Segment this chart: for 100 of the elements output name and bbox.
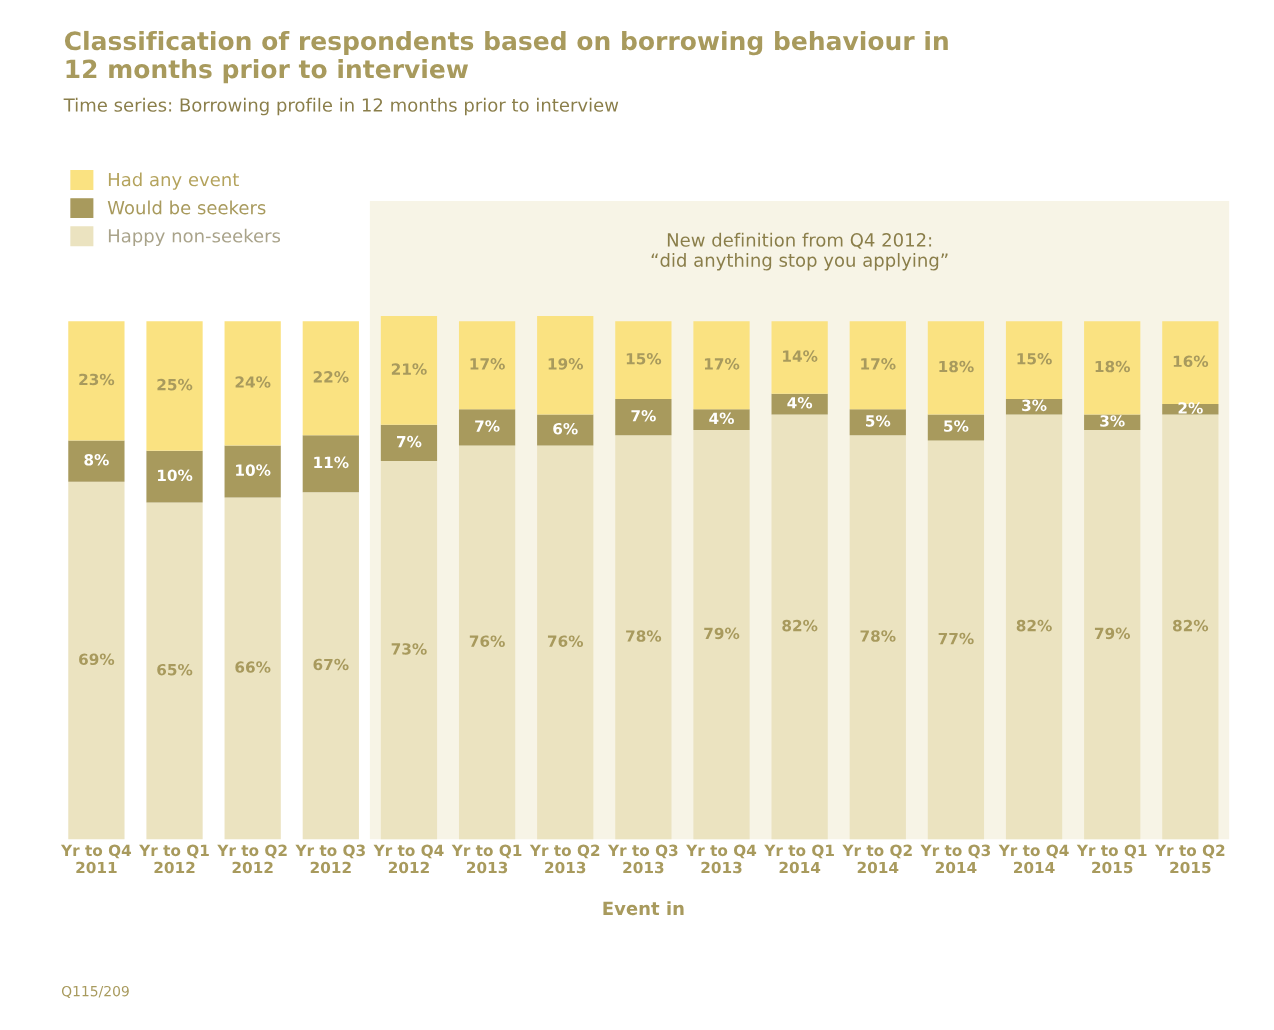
data-label: 19% [548,358,584,370]
data-label: 7% [631,409,656,422]
bar [849,409,906,436]
data-label: 11% [314,456,349,469]
bar [849,321,906,410]
x-tick-label: Yr to Q3 2014 [920,844,991,874]
x-tick-label: Yr to Q2 2014 [842,844,912,874]
data-label: 24% [235,376,271,388]
bar [1162,414,1219,840]
data-label: 6% [553,422,578,435]
data-label: 76% [469,635,505,647]
data-label: 7% [475,420,500,432]
bar [693,321,750,410]
legend-label: Had any event [108,172,239,190]
band-label: New definition from Q4 2012: “did anything stop you applying” [651,232,948,271]
data-label: 17% [470,358,505,370]
bar [537,414,594,446]
bar [380,461,438,840]
bar [380,316,438,425]
legend-label: Would be seekers [107,200,266,215]
data-label: 82% [782,619,818,632]
bar [458,445,516,840]
legend-label: Happy non-seekers [108,228,281,247]
bar [615,435,672,840]
data-label: 77% [938,632,974,645]
bar [1005,321,1063,399]
data-label: 4% [787,396,813,409]
data-label: 14% [783,350,818,362]
x-tick-label: Yr to Q2 2013 [529,844,600,874]
bar [1084,321,1141,415]
x-tick-label: Yr to Q1 2013 [451,844,522,874]
x-tick-label: Yr to Q1 2015 [1076,844,1147,874]
data-label: 15% [626,352,662,365]
x-tick-label: Yr to Q4 2013 [686,844,757,874]
x-axis-title: Event in [603,901,684,916]
bar [146,502,203,840]
bar [302,492,359,840]
bar [615,321,672,399]
x-tick-label: Yr to Q4 2014 [998,844,1069,874]
data-label: 8% [84,454,109,466]
bar [458,409,516,446]
data-label: 79% [1094,627,1130,640]
bar [927,440,985,840]
bar [537,445,594,840]
bar [849,435,906,840]
bar [380,424,438,462]
bar [146,450,203,503]
bar [224,497,281,840]
data-label: 79% [704,627,740,640]
data-label: 18% [939,360,974,373]
x-tick-label: Yr to Q1 2012 [139,844,209,874]
bar [1084,430,1141,840]
data-label: 5% [944,420,969,432]
bar [927,414,985,441]
x-tick-label: Yr to Q4 2012 [373,844,444,874]
bar [68,321,125,441]
x-tick-label: Yr to Q1 2014 [764,844,834,874]
bar [458,321,516,410]
data-label: 67% [313,658,349,671]
data-label: 23% [79,373,115,386]
data-label: 16% [1173,355,1209,368]
bar [927,321,985,415]
bar [1005,414,1063,840]
bar [68,440,125,482]
data-label: 21% [391,363,427,375]
data-label: 10% [157,469,193,482]
data-label: 78% [626,630,662,642]
data-label: 76% [547,635,584,647]
bar [224,321,281,446]
x-tick-label: Yr to Q2 2012 [217,844,287,874]
data-label: 4% [709,412,734,425]
x-tick-label: Yr to Q3 2013 [607,844,678,874]
x-tick-label: Yr to Q4 2011 [60,844,132,874]
data-label: 18% [1095,360,1130,373]
data-label: 5% [866,415,891,427]
bar [537,316,594,415]
data-label: 66% [235,661,271,673]
data-label: 69% [79,653,115,666]
data-label: 65% [157,663,193,676]
bar [771,414,828,840]
chart-title: Classification of respondents based on borrowing behaviour in 12 months prior to interview [64,30,948,84]
x-tick-label: Yr to Q3 2012 [295,844,365,874]
data-label: 73% [391,643,427,655]
data-label: 25% [157,378,193,391]
bar [302,321,359,436]
data-label: 22% [313,371,349,383]
bar [224,445,281,498]
data-label: 3% [1022,399,1047,412]
x-tick-label: Yr to Q2 2015 [1154,844,1225,874]
bar [68,481,125,840]
data-label: 17% [704,358,740,370]
data-label: 17% [861,358,896,370]
data-label: 82% [1016,619,1052,632]
data-label: 78% [860,630,896,642]
data-label: 82% [1172,619,1209,632]
data-label: 7% [397,435,422,448]
bar [693,409,750,431]
bar [615,398,672,436]
data-label: 15% [1017,352,1052,365]
data-label: 3% [1100,415,1125,427]
